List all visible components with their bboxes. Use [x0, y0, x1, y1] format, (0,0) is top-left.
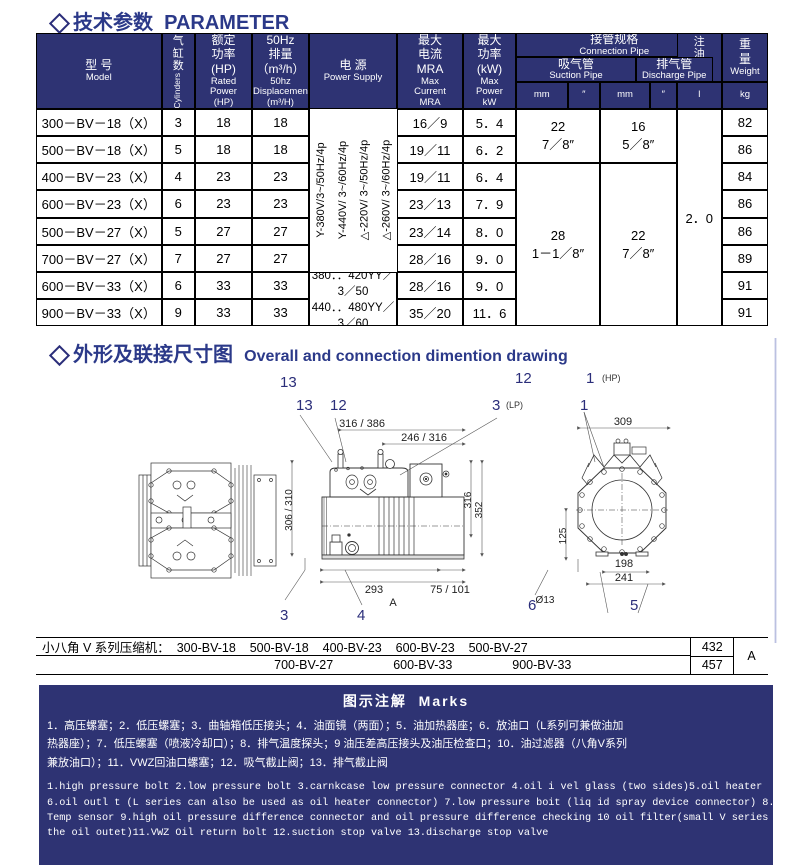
svg-text:75 / 101: 75 / 101: [430, 584, 470, 596]
svg-text:306 / 310: 306 / 310: [284, 489, 295, 531]
svg-text:(HP): (HP): [602, 373, 621, 383]
svg-text:3: 3: [280, 607, 288, 624]
svg-text:A: A: [389, 597, 397, 609]
svg-text:125: 125: [558, 527, 569, 544]
svg-text:352: 352: [474, 501, 485, 518]
svg-text:Ø13: Ø13: [536, 595, 555, 606]
svg-text:12: 12: [330, 397, 347, 414]
svg-text:246 / 316: 246 / 316: [401, 432, 447, 444]
svg-text:3: 3: [492, 397, 500, 414]
svg-text:(LP): (LP): [506, 400, 523, 410]
svg-text:241: 241: [615, 572, 633, 584]
svg-text:1: 1: [586, 370, 594, 387]
svg-text:198: 198: [615, 558, 633, 570]
svg-text:4: 4: [357, 607, 365, 624]
svg-text:293: 293: [365, 584, 383, 596]
svg-text:309: 309: [614, 416, 632, 428]
svg-text:316 / 386: 316 / 386: [339, 418, 385, 430]
svg-text:13: 13: [296, 397, 313, 414]
svg-text:316: 316: [463, 491, 474, 508]
svg-text:12: 12: [515, 370, 532, 387]
svg-text:1: 1: [580, 397, 588, 414]
svg-text:13: 13: [280, 374, 297, 391]
svg-text:5: 5: [630, 597, 638, 614]
